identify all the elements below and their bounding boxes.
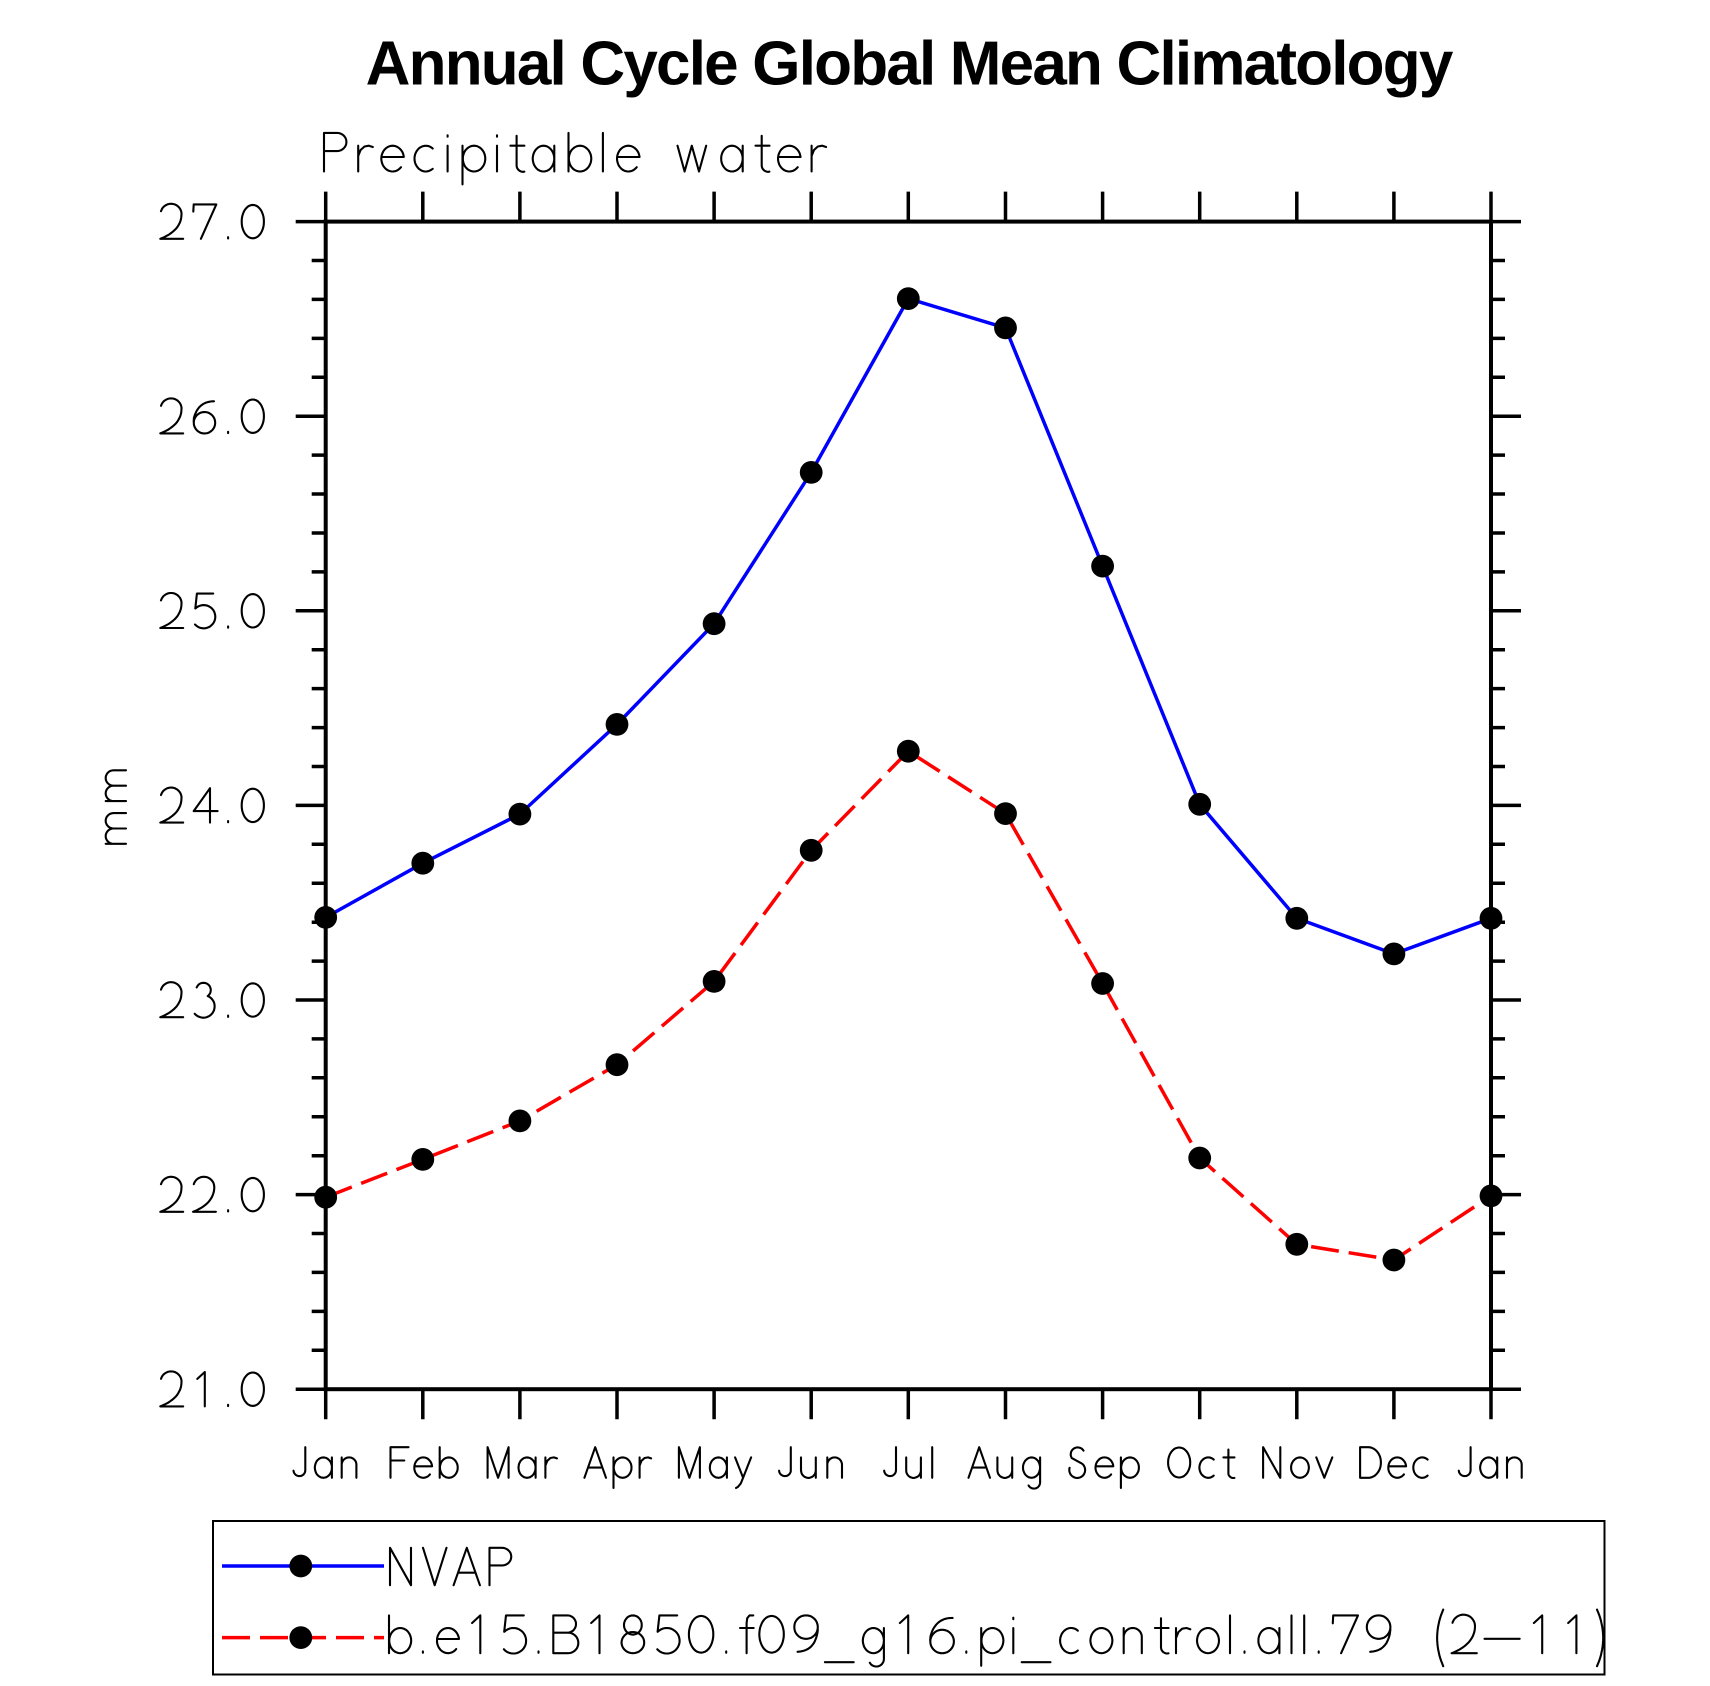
- svg-text:Annual Cycle Global Mean Clima: Annual Cycle Global Mean Climatology: [366, 29, 1454, 98]
